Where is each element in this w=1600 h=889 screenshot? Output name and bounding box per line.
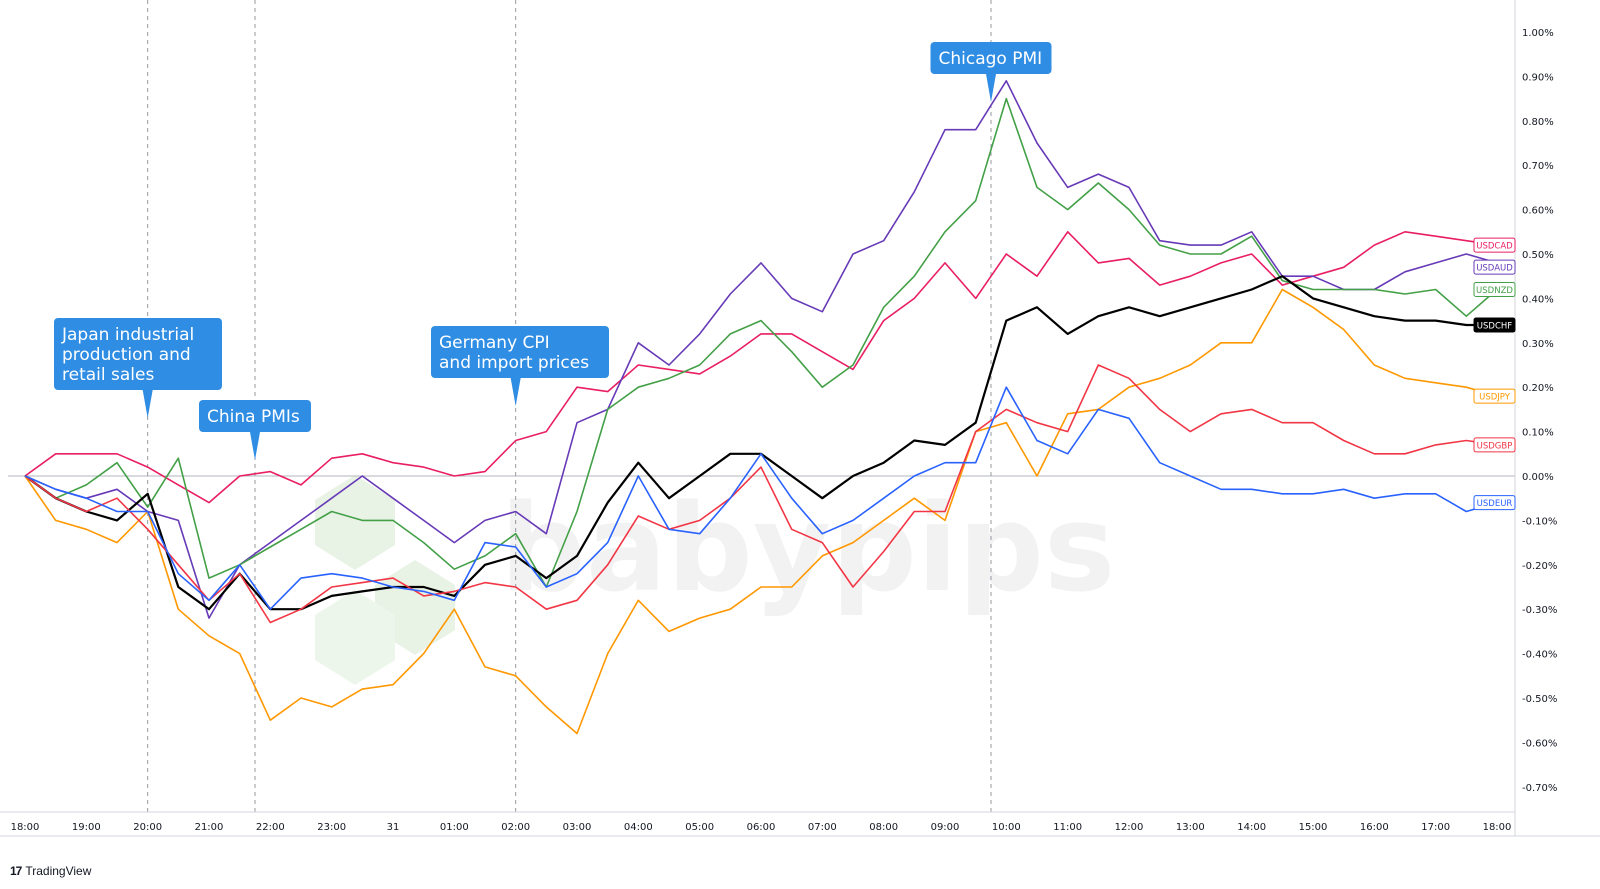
y-tick-label: 0.50% <box>1522 250 1554 261</box>
event-callout: Chicago PMI <box>930 42 1052 102</box>
event-callout-pointer <box>510 378 521 406</box>
x-tick-label: 03:00 <box>563 822 592 833</box>
y-tick-label: 0.00% <box>1522 472 1554 483</box>
series-end-label-text: USDJPY <box>1479 393 1511 403</box>
event-callout: China PMIs <box>199 400 311 460</box>
y-tick-label: -0.50% <box>1522 694 1557 705</box>
x-tick-label: 13:00 <box>1176 822 1205 833</box>
series-end-label-box <box>1473 282 1516 298</box>
event-callout-box <box>431 326 609 378</box>
event-callout-text: China PMIs <box>207 407 300 427</box>
series-end-label: USDCAD <box>1473 237 1516 253</box>
x-tick-label: 22:00 <box>256 822 285 833</box>
x-tick-label: 04:00 <box>624 822 653 833</box>
series-end-label: USDGBP <box>1473 437 1516 453</box>
y-tick-label: 0.40% <box>1522 294 1554 305</box>
y-tick-label: -0.60% <box>1522 738 1557 749</box>
series-line-usdcad <box>24 231 1498 504</box>
series-end-label-box <box>1473 437 1516 453</box>
event-callout-text: retail sales <box>62 365 154 385</box>
y-tick-label: -0.70% <box>1522 783 1557 794</box>
x-tick-label: 14:00 <box>1237 822 1266 833</box>
series-end-label-text: USDGBP <box>1477 441 1513 451</box>
series-line-usdaud <box>24 80 1498 619</box>
series-end-label-box <box>1473 317 1516 333</box>
event-callout-pointer <box>250 432 260 460</box>
tradingview-logo-icon: 17 <box>10 864 22 878</box>
watermark-text: babypips <box>500 480 1115 619</box>
tradingview-footer: 17 TradingView <box>10 864 91 878</box>
x-tick-label: 17:00 <box>1421 822 1450 833</box>
y-tick-label: 0.10% <box>1522 428 1554 439</box>
event-callout-text: Chicago PMI <box>939 49 1043 69</box>
event-callout-box <box>199 400 311 432</box>
series-line-usdeur <box>24 386 1498 611</box>
series-end-label: USDAUD <box>1473 259 1516 275</box>
y-tick-label: 0.30% <box>1522 339 1554 350</box>
x-tick-label: 08:00 <box>869 822 898 833</box>
series-end-label: USDEUR <box>1473 495 1516 511</box>
x-tick-label: 31 <box>387 822 400 833</box>
x-tick-label: 15:00 <box>1299 822 1328 833</box>
series-line-usdgbp <box>24 364 1498 624</box>
y-tick-label: -0.20% <box>1522 561 1557 572</box>
x-tick-label: 18:00 <box>1483 822 1512 833</box>
x-tick-label: 20:00 <box>133 822 162 833</box>
series-end-label-text: USDAUD <box>1476 264 1513 274</box>
x-tick-label: 16:00 <box>1360 822 1389 833</box>
series-end-label-text: USDNZD <box>1476 286 1513 296</box>
y-tick-label: -0.30% <box>1522 605 1557 616</box>
y-tick-label: 0.20% <box>1522 383 1554 394</box>
series-end-label-text: USDCAD <box>1476 242 1513 252</box>
series-end-label-text: USDCHF <box>1477 322 1512 332</box>
series-end-label-box <box>1473 237 1516 253</box>
watermark: babypips <box>315 475 1115 685</box>
x-tick-label: 02:00 <box>501 822 530 833</box>
x-tick-label: 21:00 <box>195 822 224 833</box>
y-tick-label: 0.70% <box>1522 161 1554 172</box>
event-callout-text: production and <box>62 345 191 365</box>
series-line-usdjpy <box>24 288 1498 735</box>
tradingview-brand-text: TradingView <box>25 864 92 878</box>
series-end-label-box <box>1473 388 1516 404</box>
event-callout-text: Germany CPI <box>439 333 550 353</box>
event-callout-pointer <box>986 74 996 102</box>
series-end-label: USDNZD <box>1473 282 1516 298</box>
series-end-label-box <box>1473 259 1516 275</box>
event-callout-pointer <box>142 390 153 418</box>
series-end-label: USDCHF <box>1473 317 1516 333</box>
y-tick-label: 0.90% <box>1522 72 1554 83</box>
y-tick-label: -0.40% <box>1522 650 1557 661</box>
event-callout-text: Japan industrial <box>61 325 194 345</box>
x-tick-label: 07:00 <box>808 822 837 833</box>
x-tick-label: 10:00 <box>992 822 1021 833</box>
x-tick-label: 19:00 <box>72 822 101 833</box>
y-tick-label: 0.60% <box>1522 206 1554 217</box>
event-callout-text: and import prices <box>439 353 589 373</box>
x-tick-label: 01:00 <box>440 822 469 833</box>
series-line-usdnzd <box>24 97 1498 588</box>
x-tick-label: 23:00 <box>317 822 346 833</box>
y-tick-label: 0.80% <box>1522 117 1554 128</box>
series-end-label-text: USDEUR <box>1477 499 1513 509</box>
x-tick-label: 18:00 <box>11 822 40 833</box>
y-tick-label: 1.00% <box>1522 28 1554 39</box>
x-tick-label: 09:00 <box>931 822 960 833</box>
series-end-label: USDJPY <box>1473 388 1516 404</box>
event-callout-box <box>54 318 222 390</box>
x-tick-label: 05:00 <box>685 822 714 833</box>
y-tick-label: -0.10% <box>1522 516 1557 527</box>
event-callout-box <box>930 42 1052 74</box>
series-end-label-box <box>1473 495 1516 511</box>
x-tick-label: 12:00 <box>1115 822 1144 833</box>
x-tick-label: 06:00 <box>747 822 776 833</box>
x-tick-label: 11:00 <box>1053 822 1082 833</box>
